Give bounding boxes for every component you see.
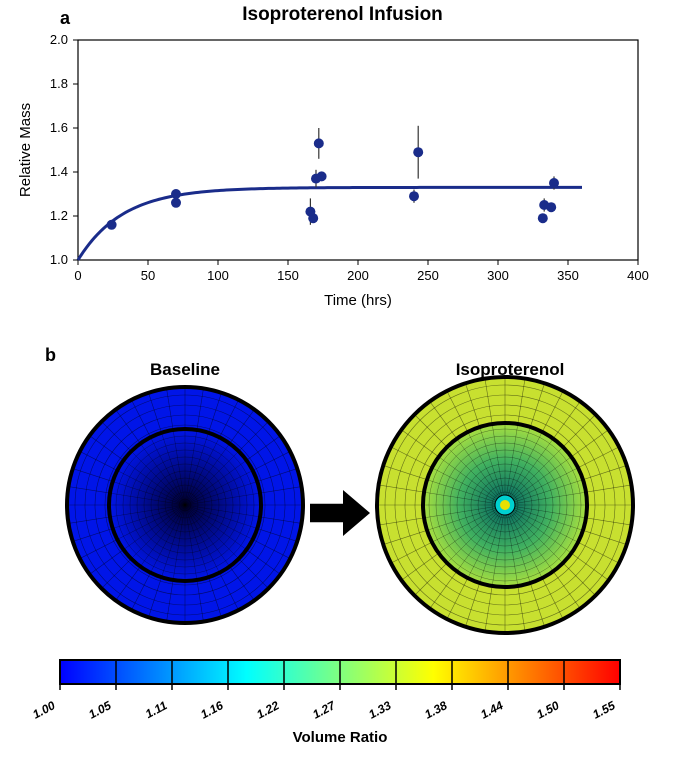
- svg-text:Relative Mass: Relative Mass: [17, 103, 34, 197]
- svg-text:1.33: 1.33: [366, 698, 393, 721]
- svg-text:300: 300: [487, 268, 509, 283]
- svg-text:Time (hrs): Time (hrs): [324, 292, 392, 309]
- svg-text:1.11: 1.11: [143, 698, 170, 721]
- svg-text:1.22: 1.22: [254, 698, 281, 721]
- svg-text:350: 350: [557, 268, 579, 283]
- svg-text:1.44: 1.44: [478, 698, 505, 721]
- svg-text:100: 100: [207, 268, 229, 283]
- svg-text:1.8: 1.8: [50, 76, 68, 91]
- svg-text:1.38: 1.38: [422, 698, 449, 721]
- svg-text:1.16: 1.16: [198, 698, 225, 721]
- svg-text:1.05: 1.05: [86, 698, 113, 721]
- svg-text:150: 150: [277, 268, 299, 283]
- scatter-chart: 0 50 100 150 200 250 300 350 400 1.0 1.2 1.4 1.6 1.8 2…: [0, 0, 685, 320]
- svg-text:1.27: 1.27: [310, 698, 338, 722]
- svg-text:Volume Ratio: Volume Ratio: [293, 729, 388, 746]
- figure-root: a Isoproterenol Infusion 050100150200250…: [0, 0, 685, 763]
- svg-text:1.50: 1.50: [534, 698, 561, 721]
- svg-text:250: 250: [417, 268, 439, 283]
- svg-text:1.0: 1.0: [50, 252, 68, 267]
- svg-text:1.6: 1.6: [50, 120, 68, 135]
- svg-text:50: 50: [141, 268, 155, 283]
- svg-text:1.2: 1.2: [50, 208, 68, 223]
- svg-text:2.0: 2.0: [50, 32, 68, 47]
- svg-text:1.4: 1.4: [50, 164, 68, 179]
- heart-diagrams: 1.00 1.05 1.11 1.16 1.22 1.27 1.33 1.38 1.44 1.50…: [0, 340, 685, 770]
- svg-text:0: 0: [74, 268, 81, 283]
- svg-text:400: 400: [627, 268, 649, 283]
- svg-text:200: 200: [347, 268, 369, 283]
- svg-text:1.00: 1.00: [30, 698, 57, 721]
- svg-text:1.55: 1.55: [590, 698, 617, 721]
